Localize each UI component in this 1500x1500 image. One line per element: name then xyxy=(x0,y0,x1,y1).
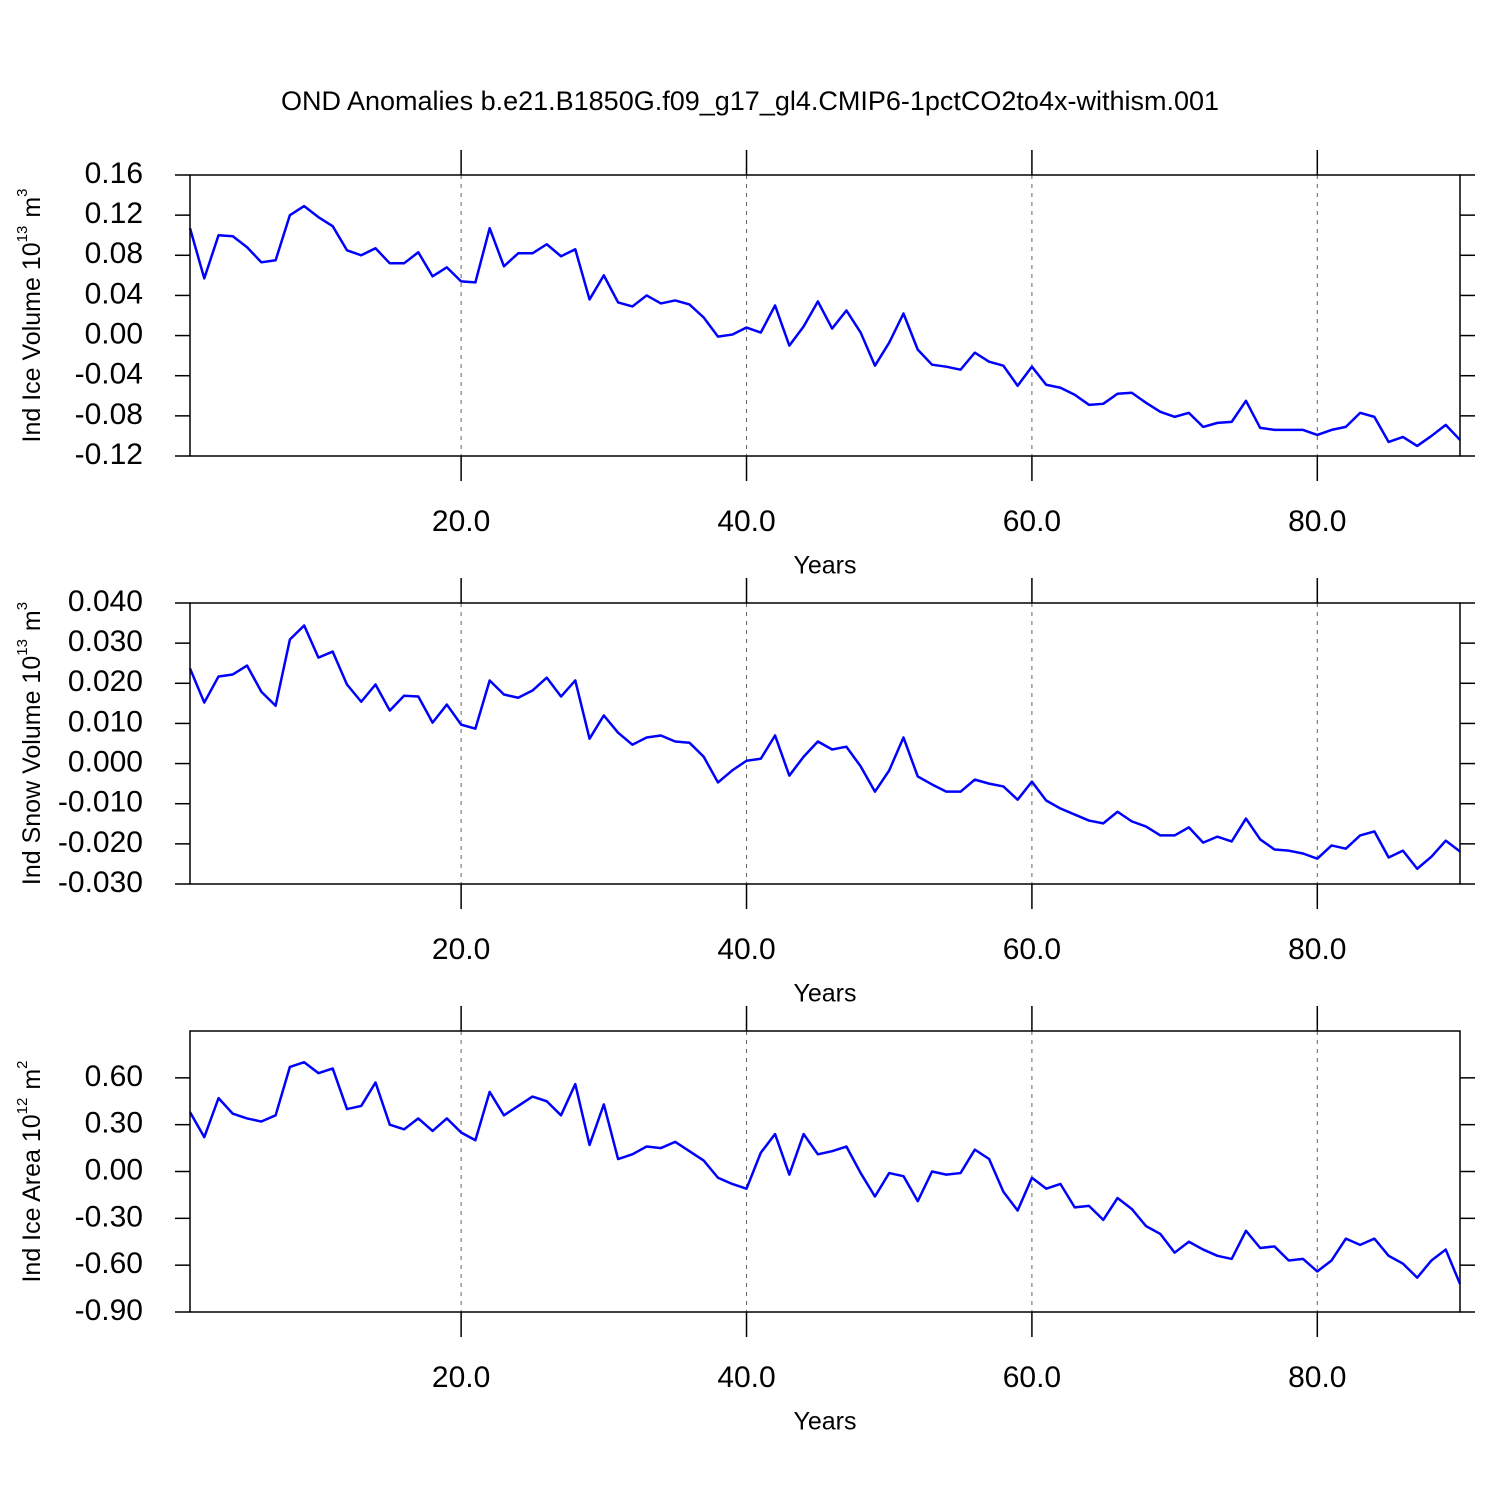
x-tick-label: 60.0 xyxy=(1003,933,1061,966)
y-tick-label: -0.04 xyxy=(75,358,143,391)
y-tick-label: 0.010 xyxy=(68,705,143,738)
y-tick-label: 0.000 xyxy=(68,745,143,778)
x-axis-title: Years xyxy=(793,1408,856,1436)
x-axis-title: Years xyxy=(793,980,856,1008)
data-line xyxy=(188,204,1461,448)
y-tick-label: -0.90 xyxy=(75,1294,143,1327)
y-tick-label: 0.16 xyxy=(85,157,143,190)
y-tick-label: 0.00 xyxy=(85,317,143,350)
x-tick-label: 40.0 xyxy=(717,505,775,538)
y-axis-title-unit-exponent: 3 xyxy=(14,602,31,610)
y-axis-title-text: Ind Ice Volume 10 xyxy=(18,242,46,442)
y-tick-label: 0.30 xyxy=(85,1107,143,1140)
y-tick-label: 0.12 xyxy=(85,197,143,230)
y-axis-title-text: Ind Ice Area 10 xyxy=(18,1114,46,1282)
x-tick-label: 80.0 xyxy=(1288,1361,1346,1394)
y-axis-title-exponent: 13 xyxy=(14,226,31,243)
y-tick-label: 0.020 xyxy=(68,665,143,698)
plot-frame xyxy=(189,1030,1461,1313)
y-axis-title: Ind Ice Area 1012 m2 xyxy=(14,1060,46,1282)
x-tick-label: 20.0 xyxy=(432,505,490,538)
y-tick-label: -0.60 xyxy=(75,1247,143,1280)
y-axis-title-exponent: 13 xyxy=(14,639,31,656)
x-tick-label: 80.0 xyxy=(1288,505,1346,538)
y-axis-title-unit: m xyxy=(18,197,46,218)
figure-title: OND Anomalies b.e21.B1850G.f09_g17_gl4.C… xyxy=(281,86,1219,116)
y-tick-label: -0.030 xyxy=(58,866,143,899)
y-axis-title-exponent: 12 xyxy=(14,1098,31,1115)
x-tick-label: 20.0 xyxy=(432,933,490,966)
y-tick-label: 0.030 xyxy=(68,625,143,658)
y-axis-title-unit-exponent: 2 xyxy=(14,1060,31,1068)
data-line xyxy=(188,624,1461,870)
y-axis-title: Ind Ice Volume 1013 m3 xyxy=(14,189,46,443)
plot-frame xyxy=(189,174,1461,457)
y-tick-label: 0.08 xyxy=(85,237,143,270)
y-tick-label: 0.60 xyxy=(85,1060,143,1093)
y-tick-label: -0.12 xyxy=(75,438,143,471)
y-axis-title-unit-exponent: 3 xyxy=(14,189,31,197)
x-tick-label: 40.0 xyxy=(717,1361,775,1394)
y-tick-label: -0.30 xyxy=(75,1200,143,1233)
y-tick-label: 0.04 xyxy=(85,277,143,310)
y-tick-label: 0.040 xyxy=(68,585,143,618)
data-line xyxy=(188,1060,1462,1285)
y-tick-label: 0.00 xyxy=(85,1153,143,1186)
x-tick-label: 60.0 xyxy=(1003,505,1061,538)
x-tick-label: 40.0 xyxy=(717,933,775,966)
y-axis-title-unit: m xyxy=(18,610,46,631)
y-axis-title: Ind Snow Volume 1013 m3 xyxy=(14,602,46,885)
x-tick-label: 20.0 xyxy=(432,1361,490,1394)
x-axis-title: Years xyxy=(793,552,856,580)
plot-frame xyxy=(189,602,1461,885)
y-tick-label: -0.020 xyxy=(58,826,143,859)
y-axis-title-unit: m xyxy=(18,1069,46,1090)
y-tick-label: -0.010 xyxy=(58,786,143,819)
y-axis-title-text: Ind Snow Volume 10 xyxy=(18,656,46,885)
x-tick-label: 60.0 xyxy=(1003,1361,1061,1394)
y-tick-label: -0.08 xyxy=(75,398,143,431)
x-tick-label: 80.0 xyxy=(1288,933,1346,966)
